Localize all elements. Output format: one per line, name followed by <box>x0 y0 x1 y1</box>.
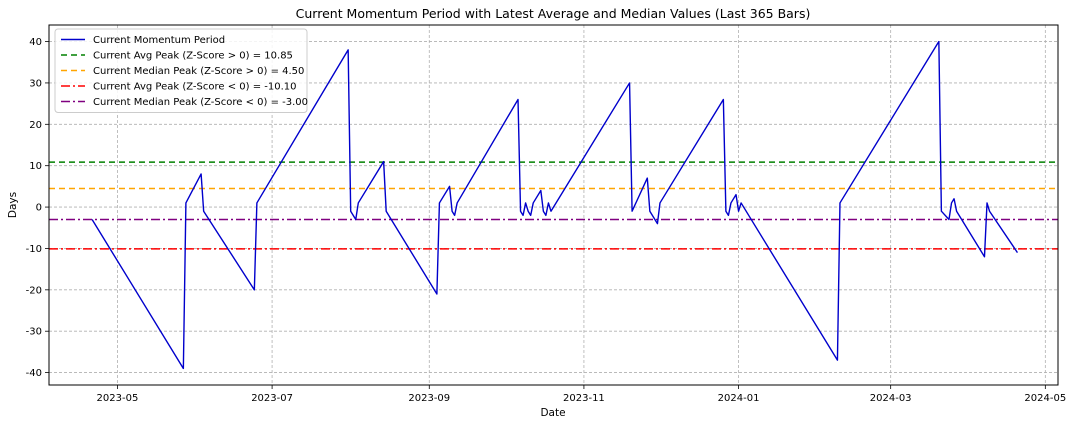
legend-label: Current Avg Peak (Z-Score < 0) = -10.10 <box>93 82 297 93</box>
y-axis-label: Days <box>7 192 19 218</box>
y-tick-label: 10 <box>29 161 42 172</box>
y-tick-label: 30 <box>29 78 42 89</box>
y-tick-label: 0 <box>36 203 42 214</box>
y-tick-label: 40 <box>29 37 42 48</box>
legend-label: Current Momentum Period <box>93 35 225 46</box>
legend: Current Momentum Period Current Avg Peak … <box>54 28 308 113</box>
x-tick-label: 2024-05 <box>1024 393 1066 404</box>
x-tick-label: 2023-09 <box>408 393 450 404</box>
y-tick-label: -20 <box>26 285 42 296</box>
y-tick-label: -30 <box>26 327 42 338</box>
y-tick-label: -10 <box>26 244 42 255</box>
x-tick-label: 2023-07 <box>251 393 293 404</box>
y-axis-ticks: 40 30 20 10 0 -10 -20 -30 -40 <box>26 37 49 379</box>
x-tick-label: 2024-03 <box>870 393 912 404</box>
x-tick-label: 2023-05 <box>97 393 139 404</box>
reference-lines <box>49 161 1058 250</box>
x-tick-label: 2023-11 <box>563 393 605 404</box>
legend-box <box>54 28 308 113</box>
legend-label: Current Median Peak (Z-Score > 0) = 4.50 <box>93 66 304 77</box>
legend-label: Current Median Peak (Z-Score < 0) = -3.0… <box>93 97 308 108</box>
y-tick-label: 20 <box>29 120 42 131</box>
x-axis-label: Date <box>540 407 565 419</box>
y-tick-label: -40 <box>26 368 42 379</box>
x-tick-label: 2024-01 <box>718 393 760 404</box>
legend-label: Current Avg Peak (Z-Score > 0) = 10.85 <box>93 51 293 62</box>
chart-title: Current Momentum Period with Latest Aver… <box>296 6 811 21</box>
x-axis-ticks: 2023-05 2023-07 2023-09 2023-11 2024-01 2024-… <box>97 385 1066 404</box>
series-lines <box>91 40 1019 370</box>
series-line <box>91 40 1019 370</box>
plot-frame <box>48 24 1059 386</box>
